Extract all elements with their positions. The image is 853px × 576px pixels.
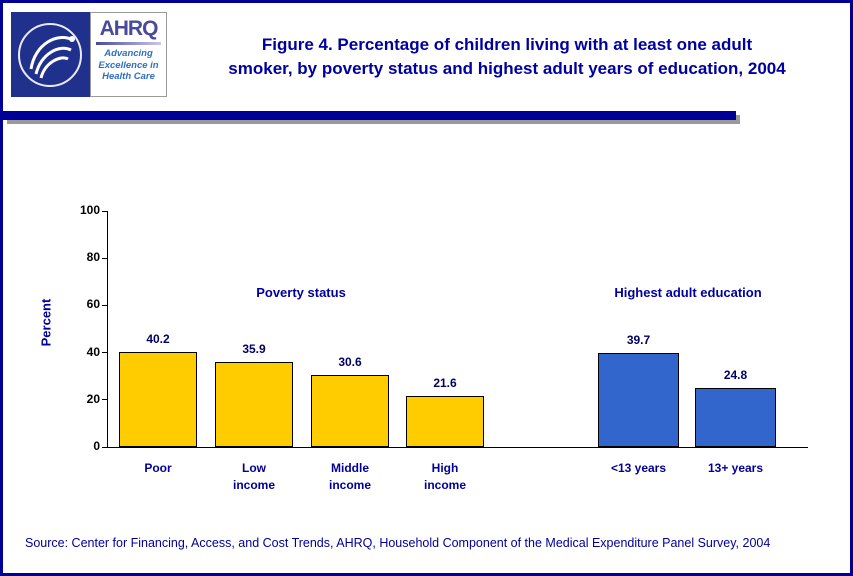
category-label: Low income — [232, 461, 275, 492]
group-label: Poverty status — [256, 285, 346, 300]
bar — [215, 362, 293, 447]
ahrq-logo: AHRQ Advancing Excellence in Health Care — [90, 12, 167, 97]
y-tick-mark — [102, 399, 108, 401]
figure-title-line2: smoker, by poverty status and highest ad… — [228, 59, 786, 78]
figure-title: Figure 4. Percentage of children living … — [173, 33, 841, 81]
y-tick-label: 40 — [86, 344, 100, 359]
ahrq-wordmark: AHRQ — [99, 17, 159, 40]
y-tick-label: 20 — [86, 391, 100, 406]
bar-value-label: 24.8 — [723, 368, 748, 382]
y-tick-mark — [102, 304, 108, 306]
bar-value-label: 35.9 — [242, 342, 266, 356]
bar — [598, 353, 679, 447]
bar-value-label: 39.7 — [626, 333, 651, 347]
y-axis-title: Percent — [38, 298, 54, 347]
category-label: <13 years — [610, 461, 667, 475]
bar-value-label: 21.6 — [433, 376, 457, 390]
bar — [406, 396, 484, 447]
bar — [695, 388, 776, 447]
y-tick-mark — [102, 257, 108, 259]
category-label: Middle income — [328, 461, 371, 492]
y-tick-mark — [102, 210, 108, 212]
y-tick-mark — [102, 352, 108, 354]
bar-chart-plot-area: 0 20 40 60 80 100 Poverty status 40.2 Poor 35.9 Lo… — [80, 203, 808, 492]
source-note: Source: Center for Financing, Access, an… — [25, 536, 771, 550]
header-divider-bar — [3, 111, 736, 120]
y-tick-label: 100 — [79, 203, 100, 217]
bar-value-label: 40.2 — [146, 332, 170, 346]
y-tick-mark — [102, 446, 108, 448]
category-label: 13+ years — [707, 461, 764, 475]
y-tick-label: 80 — [86, 250, 100, 265]
category-label: High income — [423, 461, 466, 492]
bar-value-label: 30.6 — [338, 355, 362, 369]
group-label: Highest adult education — [614, 285, 762, 300]
figure-title-line1: Figure 4. Percentage of children living … — [261, 35, 753, 54]
ahrq-gradient-rule — [96, 42, 161, 45]
bar — [119, 352, 197, 447]
bar — [311, 375, 389, 447]
y-tick-label: 0 — [93, 439, 100, 453]
category-label: Poor — [144, 461, 172, 475]
hhs-logo — [11, 12, 90, 97]
hhs-seal-icon — [18, 23, 82, 87]
y-tick-label: 60 — [86, 297, 100, 312]
ahrq-tagline: Advancing Excellence in Health Care — [98, 48, 159, 82]
